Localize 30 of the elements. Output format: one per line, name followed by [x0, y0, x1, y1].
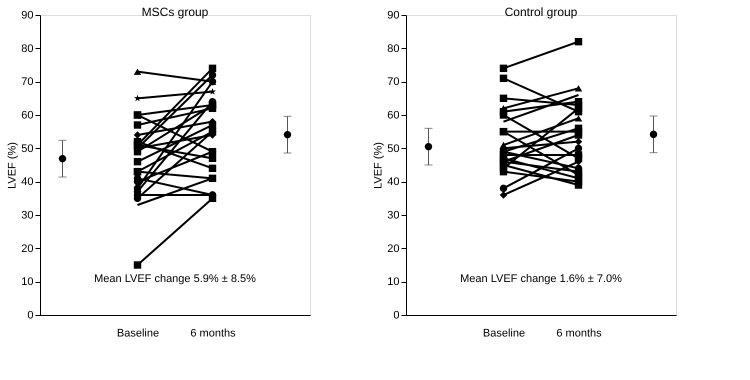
y-axis-title: LVEF (%) — [6, 142, 18, 189]
y-tick-label: 60 — [21, 110, 34, 122]
y-tick-label: 10 — [387, 276, 400, 288]
y-axis-title: LVEF (%) — [372, 142, 384, 189]
y-tick-label: 70 — [21, 76, 34, 88]
annotation: Mean LVEF change 1.6% ± 7.0% — [460, 273, 622, 285]
y-tick-label: 40 — [387, 176, 400, 188]
y-tick-label: 10 — [21, 276, 34, 288]
y-tick-label: 40 — [21, 176, 34, 188]
x-tick-label: Baseline — [482, 328, 526, 340]
y-tick-label: 90 — [21, 10, 34, 22]
x-tick-label: 6 months — [556, 328, 602, 340]
chart-title: Control group — [504, 5, 578, 19]
annotation: Mean LVEF change 5.9% ± 8.5% — [94, 273, 256, 285]
y-tick-label: 80 — [387, 42, 400, 55]
y-tick-label: 0 — [393, 310, 400, 322]
y-tick-label: 20 — [387, 242, 400, 255]
x-tick-label: Baseline — [116, 328, 160, 340]
y-tick-label: 30 — [21, 210, 34, 222]
x-tick-label: 6 months — [190, 328, 236, 340]
y-tick-label: 90 — [387, 10, 400, 22]
y-tick-label: 0 — [27, 310, 34, 322]
y-tick-label: 50 — [387, 142, 400, 155]
y-tick-label: 30 — [387, 210, 400, 222]
y-tick-label: 80 — [21, 42, 34, 55]
chart-title: MSCs group — [142, 5, 209, 19]
y-tick-label: 50 — [21, 142, 34, 155]
y-tick-label: 20 — [21, 242, 34, 255]
y-tick-label: 70 — [387, 76, 400, 88]
y-tick-label: 60 — [387, 110, 400, 122]
